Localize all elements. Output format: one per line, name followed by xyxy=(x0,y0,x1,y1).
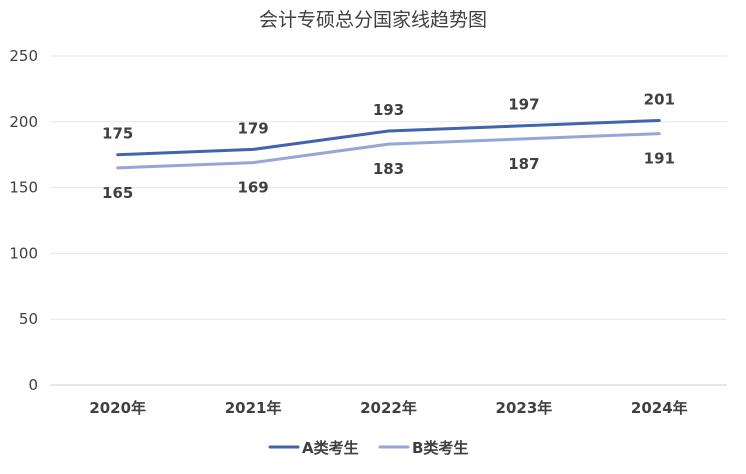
data-label: 193 xyxy=(373,101,404,119)
data-label: 183 xyxy=(373,160,404,178)
x-tick-label: 2023年 xyxy=(496,399,553,417)
chart-title: 会计专硕总分国家线趋势图 xyxy=(259,9,487,31)
x-tick-label: 2024年 xyxy=(631,399,688,417)
legend-label-1: A类考生 xyxy=(302,439,359,457)
data-label: 191 xyxy=(644,150,675,168)
x-axis: 2020年 2021年 2022年 2023年 2024年 xyxy=(89,399,687,417)
data-label: 201 xyxy=(644,90,675,108)
data-label: 187 xyxy=(508,155,539,173)
y-tick-label: 50 xyxy=(19,310,38,328)
legend-label-2: B类考生 xyxy=(412,439,468,457)
data-label: 169 xyxy=(237,179,268,197)
data-label: 165 xyxy=(102,184,133,202)
data-label: 197 xyxy=(508,96,539,114)
gridlines xyxy=(50,55,727,386)
y-tick-label: 0 xyxy=(28,376,38,394)
y-tick-label: 150 xyxy=(9,179,38,197)
series-line-1 xyxy=(116,118,661,157)
y-tick-label: 200 xyxy=(9,113,38,131)
data-label: 179 xyxy=(237,119,268,137)
legend: A类考生 B类考生 xyxy=(268,439,468,457)
x-tick-label: 2020年 xyxy=(89,399,146,417)
x-tick-label: 2022年 xyxy=(360,399,417,417)
y-axis: 0 50 100 150 200 250 xyxy=(9,47,38,394)
y-tick-label: 100 xyxy=(9,244,38,262)
series-line-2 xyxy=(116,132,661,170)
x-tick-label: 2021年 xyxy=(225,399,282,417)
series xyxy=(116,118,661,170)
data-labels: 175 179 193 197 201 165 169 183 187 191 xyxy=(102,90,675,201)
y-tick-label: 250 xyxy=(9,47,38,65)
data-label: 175 xyxy=(102,125,133,143)
